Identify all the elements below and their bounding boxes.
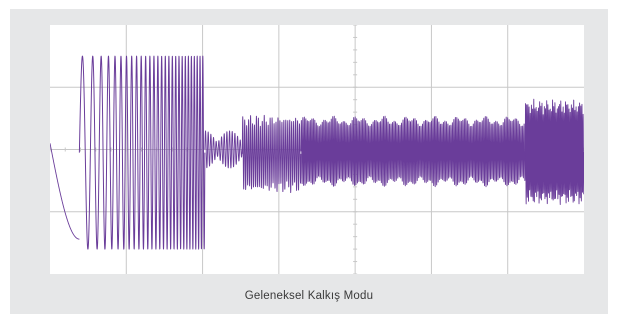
- oscilloscope-plot: [50, 25, 584, 274]
- trace-segment-5: [300, 115, 526, 188]
- trace-segment-3: [204, 130, 243, 169]
- plot-area: [50, 25, 584, 274]
- trace-segment-2: [78, 55, 206, 250]
- chart-card: Geleneksel Kalkış Modu: [10, 9, 608, 314]
- trace-segment-6: [524, 98, 584, 205]
- trace-segment-1: [50, 143, 80, 240]
- trace-segment-4: [241, 114, 302, 194]
- signal-trace: [50, 55, 584, 250]
- chart-caption: Geleneksel Kalkış Modu: [244, 290, 374, 302]
